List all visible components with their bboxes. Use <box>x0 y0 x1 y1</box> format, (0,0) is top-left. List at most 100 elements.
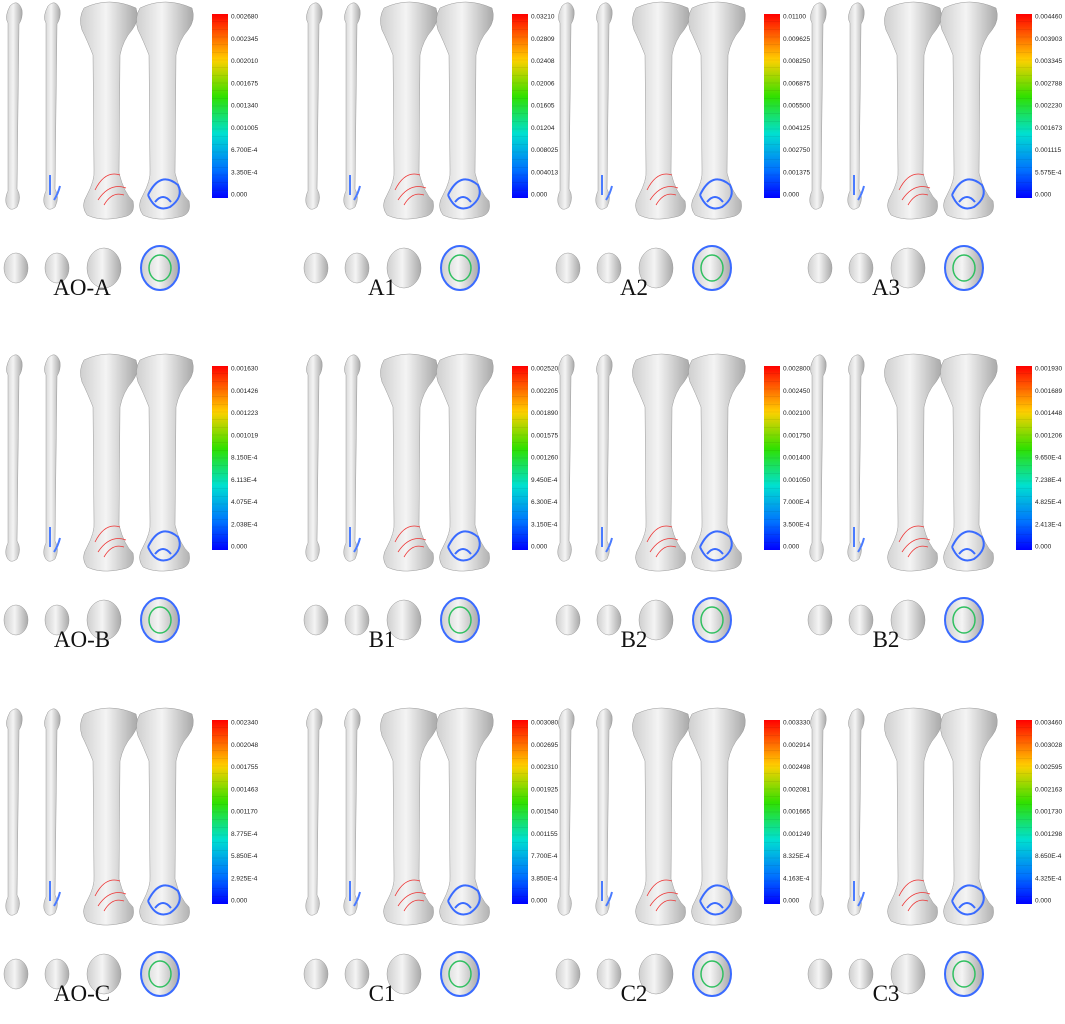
colorbar-label: 0.001170 <box>231 809 258 816</box>
colorbar-label: 0.000 <box>1035 898 1052 905</box>
strain-blue <box>699 530 733 562</box>
cross-section <box>944 597 984 643</box>
colorbar-label: 0.002205 <box>531 388 558 395</box>
colorbar-label: 0.002595 <box>1035 764 1062 771</box>
cross-section <box>86 247 122 289</box>
cross-section-strain <box>952 606 976 634</box>
cross-section-strain <box>148 606 172 634</box>
colorbar-label: 0.002010 <box>231 58 258 65</box>
strain-blue <box>49 881 61 907</box>
fibula <box>343 2 361 210</box>
colorbar-label: 0.004460 <box>1035 14 1062 21</box>
colorbar-label: 0.001223 <box>231 410 258 417</box>
colorbar <box>764 14 780 198</box>
colorbar-label: 0.002230 <box>1035 103 1062 110</box>
cross-section <box>638 953 674 995</box>
panel-label: C3 <box>873 981 900 1006</box>
colorbar-label: 0.03210 <box>531 14 555 21</box>
panel: 0.001630 0.001426 0.001223 0.001019 8.150E-4… <box>3 353 258 652</box>
colorbar-label: 2.038E-4 <box>231 521 258 528</box>
cross-section <box>303 604 329 636</box>
cross-section <box>3 604 29 636</box>
strain-red <box>646 525 679 558</box>
colorbar-label: 6.700E-4 <box>231 147 258 154</box>
colorbar-label: 0.003345 <box>1035 58 1062 65</box>
colorbar-label: 0.000 <box>783 544 800 551</box>
cross-section-strain <box>448 254 472 282</box>
cross-section-strain <box>700 606 724 634</box>
colorbar-label: 0.009625 <box>783 36 810 43</box>
fibula <box>343 708 361 916</box>
cross-section <box>944 245 984 291</box>
colorbar-label: 0.01204 <box>531 125 555 132</box>
cross-section <box>890 247 926 289</box>
fibula <box>595 354 613 562</box>
colorbar-label: 0.003903 <box>1035 36 1062 43</box>
fibula <box>305 708 323 916</box>
colorbar-label: 0.001426 <box>231 388 258 395</box>
cross-section <box>692 597 732 643</box>
tibia <box>80 707 138 926</box>
strain-red <box>394 173 427 206</box>
cross-section <box>86 599 122 641</box>
cross-section <box>140 597 180 643</box>
strain-red <box>94 173 127 206</box>
cross-section <box>140 951 180 997</box>
colorbar <box>1016 720 1032 904</box>
colorbar-label: 0.001750 <box>783 432 810 439</box>
colorbar-label: 0.01100 <box>783 14 806 21</box>
colorbar-label: 4.825E-4 <box>1035 499 1062 506</box>
colorbar-label: 0.01605 <box>531 103 555 110</box>
cross-section <box>890 953 926 995</box>
cross-section <box>3 958 29 990</box>
strain-blue <box>951 530 985 562</box>
colorbar-label: 0.002163 <box>1035 786 1062 793</box>
tibia <box>940 353 998 572</box>
tibia <box>80 1 138 220</box>
strain-blue <box>447 530 481 562</box>
colorbar-label: 6.300E-4 <box>531 499 558 506</box>
strain-red <box>646 173 679 206</box>
tibia <box>136 707 194 926</box>
colorbar-label: 0.003028 <box>1035 742 1062 749</box>
fibula <box>847 2 865 210</box>
cross-section-strain <box>952 960 976 988</box>
strain-blue <box>601 175 613 201</box>
tibia <box>80 353 138 572</box>
strain-blue <box>601 881 613 907</box>
colorbar-label: 8.150E-4 <box>231 455 258 462</box>
colorbar-label: 0.001005 <box>231 125 258 132</box>
colorbar-label: 0.02809 <box>531 36 555 43</box>
fibula <box>305 2 323 210</box>
colorbar-label: 0.001675 <box>231 80 258 87</box>
tibia <box>940 1 998 220</box>
strain-red <box>898 879 931 912</box>
colorbar-label: 0.001755 <box>231 764 258 771</box>
cross-section <box>344 252 370 284</box>
panel: 0.002680 0.002345 0.002010 0.001675 0.001340… <box>3 1 258 300</box>
strain-blue <box>447 178 481 210</box>
tibia <box>632 1 690 220</box>
colorbar-label: 7.000E-4 <box>783 499 810 506</box>
colorbar-label: 0.002680 <box>231 14 258 21</box>
colorbar-label: 0.001575 <box>531 432 558 439</box>
cross-section <box>848 958 874 990</box>
colorbar-label: 0.02408 <box>531 58 555 65</box>
strain-blue <box>349 527 361 553</box>
colorbar-label: 5.850E-4 <box>231 853 258 860</box>
colorbar-label: 9.450E-4 <box>531 477 558 484</box>
colorbar <box>212 14 228 198</box>
panel: 0.03210 0.02809 0.02408 0.02006 0.01605 0.012… <box>303 1 558 300</box>
tibia <box>688 1 746 220</box>
tibia <box>940 707 998 926</box>
colorbar-label: 0.000 <box>783 898 800 905</box>
colorbar <box>764 366 780 550</box>
colorbar-label: 0.002345 <box>231 36 258 43</box>
panel: 0.002800 0.002450 0.002100 0.001750 0.001400… <box>555 353 810 652</box>
tibia <box>884 707 942 926</box>
strain-blue <box>601 527 613 553</box>
strain-blue <box>951 178 985 210</box>
colorbar-label: 7.238E-4 <box>1035 477 1062 484</box>
colorbar-label: 3.500E-4 <box>783 521 810 528</box>
strain-red <box>646 879 679 912</box>
